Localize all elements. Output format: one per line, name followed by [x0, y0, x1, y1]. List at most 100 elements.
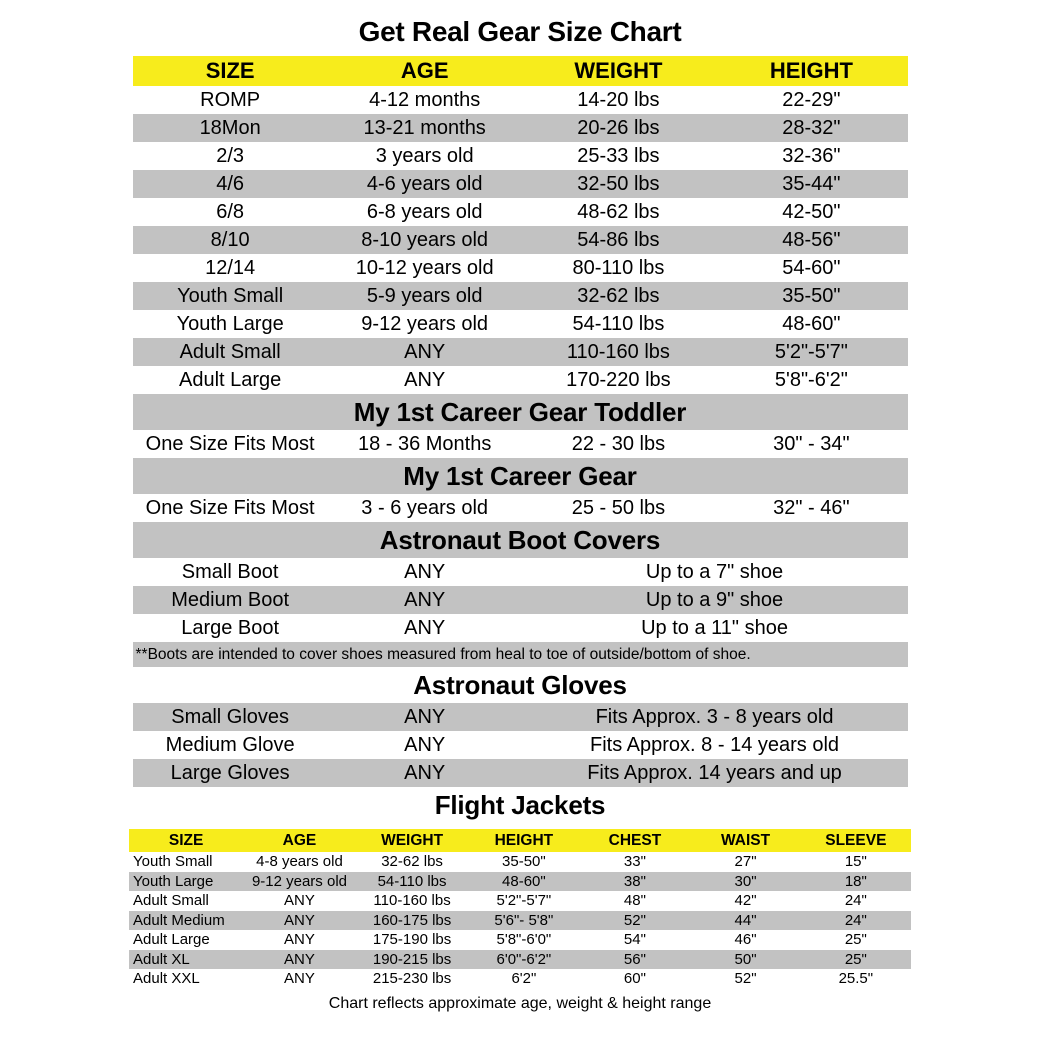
table-row: Adult Medium ANY 160-175 lbs 5'6"- 5'8" …: [129, 910, 911, 930]
cell-size: Adult XXL: [129, 969, 244, 989]
table-row: Adult Small ANY 110-160 lbs 5'2"-5'7" 48…: [129, 891, 911, 911]
section-title: Astronaut Gloves: [132, 667, 908, 703]
cell-age: ANY: [243, 891, 356, 911]
table-row: Adult Large ANY 170-220 lbs 5'8"-6'2": [132, 366, 908, 394]
cell-fit: Up to a 9" shoe: [521, 586, 908, 614]
cell-weight: 80-110 lbs: [521, 254, 716, 282]
cell-height: 5'8"-6'2": [715, 366, 908, 394]
cell-chest: 56": [579, 949, 691, 969]
table-row: Adult Small ANY 110-160 lbs 5'2"-5'7": [132, 338, 908, 366]
cell-age: 8-10 years old: [327, 226, 522, 254]
flight-jackets-table: SIZE AGE WEIGHT HEIGHT CHEST WAIST SLEEV…: [129, 829, 911, 989]
cell-age: ANY: [243, 930, 356, 950]
section-header-flight-jackets: Flight Jackets: [132, 787, 908, 823]
cell-height: 35-50": [715, 282, 908, 310]
cell-chest: 54": [579, 930, 691, 950]
cell-size: Youth Large: [129, 871, 244, 891]
cell-size: Adult Small: [129, 891, 244, 911]
cell-chest: 33": [579, 852, 691, 872]
column-header-height: HEIGHT: [715, 56, 908, 86]
cell-size: Youth Small: [129, 852, 244, 872]
table-row: Medium Glove ANY Fits Approx. 8 - 14 yea…: [132, 731, 908, 759]
section-header-career-gear: My 1st Career Gear: [132, 458, 908, 494]
cell-sleeve: 25.5": [800, 969, 911, 989]
table-row: 6/8 6-8 years old 48-62 lbs 42-50": [132, 198, 908, 226]
cell-height: 5'2"-5'7": [715, 338, 908, 366]
cell-size: Large Gloves: [132, 759, 328, 787]
cell-height: 30" - 34": [715, 430, 908, 458]
cell-weight: 14-20 lbs: [521, 86, 716, 114]
table-row: Youth Small 4-8 years old 32-62 lbs 35-5…: [129, 852, 911, 872]
cell-weight: 54-110 lbs: [355, 871, 469, 891]
section-title: Astronaut Boot Covers: [132, 522, 908, 558]
cell-height: 32" - 46": [715, 494, 908, 522]
cell-size: ROMP: [132, 86, 328, 114]
cell-size: Medium Glove: [132, 731, 328, 759]
table-row: Youth Small 5-9 years old 32-62 lbs 35-5…: [132, 282, 908, 310]
cell-size: Youth Small: [132, 282, 328, 310]
table-row: Youth Large 9-12 years old 54-110 lbs 48…: [129, 871, 911, 891]
cell-age: ANY: [327, 586, 522, 614]
cell-height: 32-36": [715, 142, 908, 170]
section-header-career-toddler: My 1st Career Gear Toddler: [132, 394, 908, 430]
page-title: Get Real Gear Size Chart: [358, 16, 682, 47]
cell-size: Adult Small: [132, 338, 328, 366]
cell-weight: 32-62 lbs: [355, 852, 469, 872]
cell-weight: 54-110 lbs: [521, 310, 716, 338]
column-header-age: AGE: [327, 56, 522, 86]
cell-age: 4-6 years old: [327, 170, 522, 198]
cell-waist: 42": [690, 891, 801, 911]
cell-age: 13-21 months: [327, 114, 522, 142]
cell-weight: 190-215 lbs: [355, 949, 469, 969]
cell-height: 22-29": [715, 86, 908, 114]
table-row: Large Gloves ANY Fits Approx. 14 years a…: [132, 759, 908, 787]
flight-jackets-header-row: SIZE AGE WEIGHT HEIGHT CHEST WAIST SLEEV…: [129, 829, 911, 852]
cell-sleeve: 18": [800, 871, 911, 891]
cell-size: Adult Medium: [129, 910, 244, 930]
cell-height: 6'0"-6'2": [468, 949, 580, 969]
cell-age: 9-12 years old: [327, 310, 522, 338]
cell-age: 4-8 years old: [243, 852, 356, 872]
cell-sleeve: 15": [800, 852, 911, 872]
cell-height: 48-56": [715, 226, 908, 254]
cell-size: 4/6: [132, 170, 328, 198]
cell-waist: 46": [690, 930, 801, 950]
cell-height: 35-50": [468, 852, 580, 872]
column-header-size: SIZE: [132, 56, 328, 86]
cell-fit: Fits Approx. 3 - 8 years old: [521, 703, 908, 731]
column-header-sleeve: SLEEVE: [800, 829, 911, 852]
boot-covers-footnote-row: **Boots are intended to cover shoes meas…: [132, 642, 908, 667]
cell-age: 10-12 years old: [327, 254, 522, 282]
table-row: Adult XL ANY 190-215 lbs 6'0"-6'2" 56" 5…: [129, 949, 911, 969]
cell-height: 42-50": [715, 198, 908, 226]
cell-age: ANY: [243, 910, 356, 930]
cell-chest: 48": [579, 891, 691, 911]
column-header-height: HEIGHT: [468, 829, 580, 852]
cell-sleeve: 24": [800, 891, 911, 911]
cell-size: 18Mon: [132, 114, 328, 142]
cell-age: 5-9 years old: [327, 282, 522, 310]
cell-weight: 160-175 lbs: [355, 910, 469, 930]
table-row: Small Gloves ANY Fits Approx. 3 - 8 year…: [132, 703, 908, 731]
boot-covers-footnote: **Boots are intended to cover shoes meas…: [132, 642, 908, 667]
cell-size: Small Gloves: [132, 703, 328, 731]
section-title: Flight Jackets: [132, 787, 908, 823]
cell-height: 6'2": [468, 969, 580, 989]
cell-weight: 170-220 lbs: [521, 366, 716, 394]
table-row: Adult Large ANY 175-190 lbs 5'8"-6'0" 54…: [129, 930, 911, 950]
cell-size: Large Boot: [132, 614, 328, 642]
cell-fit: Up to a 7" shoe: [521, 558, 908, 586]
cell-height: 48-60": [468, 871, 580, 891]
cell-age: 3 - 6 years old: [327, 494, 522, 522]
cell-waist: 52": [690, 969, 801, 989]
cell-weight: 175-190 lbs: [355, 930, 469, 950]
cell-size: One Size Fits Most: [132, 494, 328, 522]
table-row: 4/6 4-6 years old 32-50 lbs 35-44": [132, 170, 908, 198]
cell-sleeve: 25": [800, 949, 911, 969]
cell-height: 5'6"- 5'8": [468, 910, 580, 930]
cell-age: ANY: [327, 338, 522, 366]
cell-size: Adult Large: [129, 930, 244, 950]
cell-weight: 48-62 lbs: [521, 198, 716, 226]
cell-size: 12/14: [132, 254, 328, 282]
